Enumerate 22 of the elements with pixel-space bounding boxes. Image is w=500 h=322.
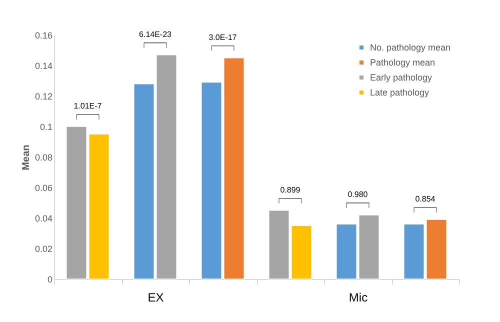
y-tick-label: 0.16: [34, 30, 52, 40]
y-axis-title: Mean: [20, 144, 32, 170]
y-tick-label: 0.02: [34, 244, 52, 254]
y-tick-label: 0.1: [40, 122, 52, 132]
annotation: 0.980: [348, 190, 368, 199]
annotation: 0.899: [280, 185, 301, 194]
y-tick-label: 0.04: [34, 214, 52, 224]
legend-label: Late pathology: [370, 88, 430, 98]
y-tick-label: 0.14: [34, 61, 52, 71]
x-tick-label: Mic: [348, 290, 368, 304]
annotation: 6.14E-23: [139, 30, 172, 39]
legend-label: Pathology mean: [370, 58, 436, 68]
legend-label: No. pathology mean: [370, 42, 451, 52]
legend-label: Early pathology: [370, 72, 433, 82]
x-tick-label: EX: [148, 290, 164, 304]
y-tick-label: 0.12: [34, 92, 52, 102]
annotation: 0.854: [415, 194, 436, 204]
annotation: 1.01E-7: [74, 102, 102, 110]
annotation: 3.0E-17: [208, 32, 238, 42]
y-tick-label: 0.06: [34, 183, 52, 193]
y-tick-label: 0.08: [34, 152, 52, 162]
y-tick-label: 0: [47, 274, 52, 284]
